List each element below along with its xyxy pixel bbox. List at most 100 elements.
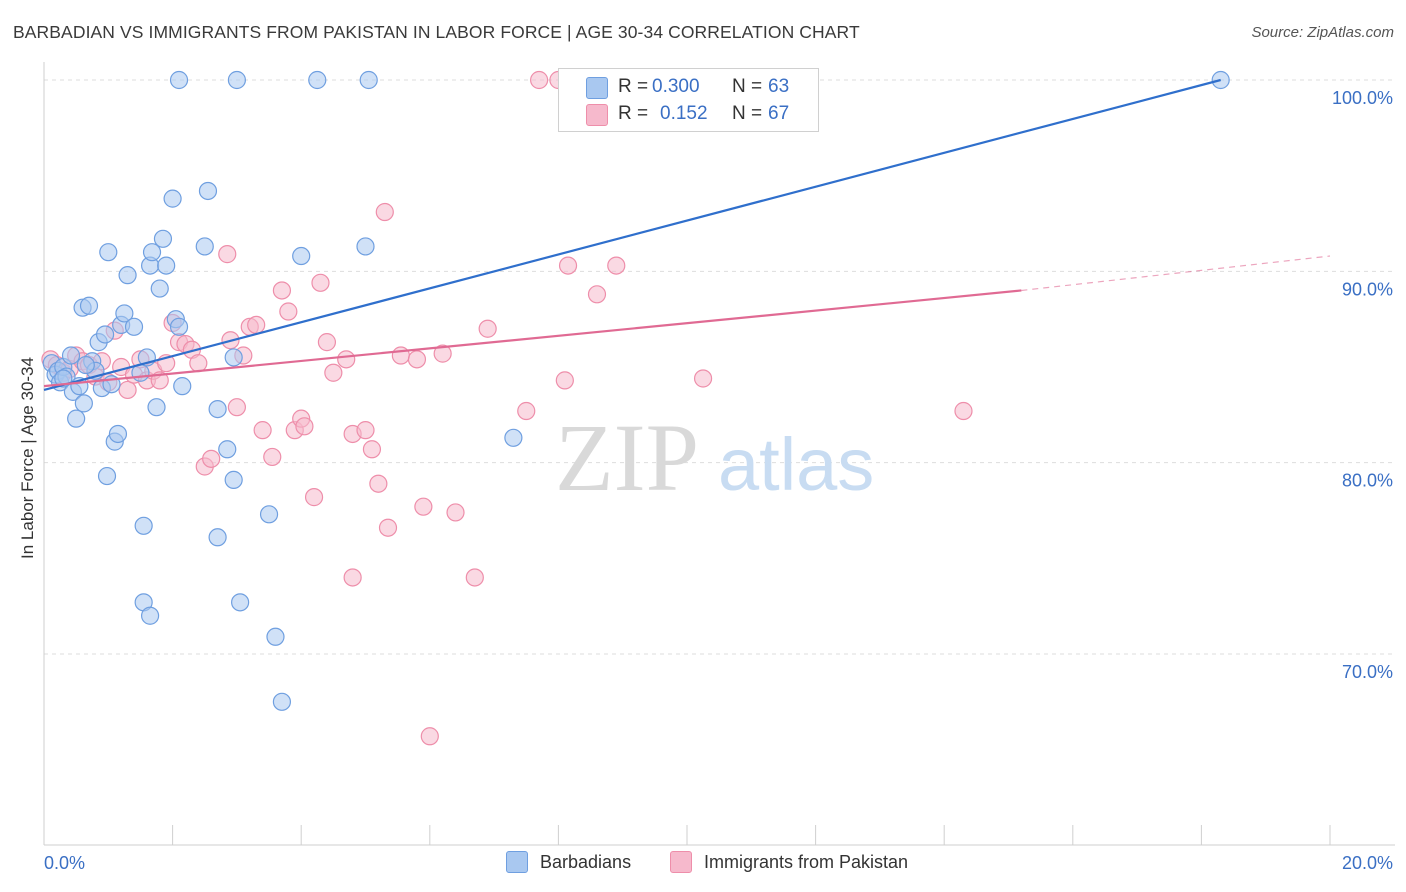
barbadian-point xyxy=(157,256,176,275)
pakistan-point xyxy=(218,245,237,264)
pakistan-point xyxy=(317,333,337,352)
legend-r-label: R = xyxy=(618,75,649,97)
pakistan-point xyxy=(420,727,439,746)
pakistan-point xyxy=(272,281,292,300)
barbadian-point xyxy=(169,70,189,90)
correlation-legend: R = 0.300 N = 63 R = 0.152 N = 67 xyxy=(558,68,819,132)
watermark: ZIP atlas xyxy=(555,404,874,511)
legend-swatch-pink xyxy=(586,104,608,126)
pakistan-point xyxy=(343,568,362,587)
pakistan-point xyxy=(189,354,208,373)
watermark-atlas: atlas xyxy=(718,423,874,506)
barbadian-point xyxy=(359,70,378,90)
x-tick-label: 0.0% xyxy=(44,853,85,873)
barbadian-point xyxy=(169,317,189,336)
axes xyxy=(43,62,1395,846)
series-legend: Barbadians Immigrants from Pakistan xyxy=(0,851,1406,877)
trend-lines xyxy=(43,78,1331,392)
trend-line-pakistan xyxy=(43,289,1022,388)
barbadian-point xyxy=(224,470,243,489)
pakistan-point xyxy=(337,350,356,369)
pakistan-point xyxy=(446,503,465,522)
pakistan-point xyxy=(954,401,973,421)
barbadian-point xyxy=(227,70,246,90)
barbadian-point xyxy=(153,229,173,248)
pakistan-point xyxy=(693,369,713,388)
barbadian-point xyxy=(231,593,250,612)
pakistan-point xyxy=(587,285,607,304)
pakistan-point xyxy=(279,302,298,321)
legend-r-value: 0.300 xyxy=(652,75,700,97)
barbadian-point xyxy=(61,346,81,365)
barbadian-point xyxy=(108,424,128,444)
x-tick-label: 20.0% xyxy=(1342,853,1393,873)
barbadian-point xyxy=(99,243,118,262)
pakistan-point xyxy=(414,497,433,516)
pakistan-point xyxy=(378,518,398,537)
barbadian-point xyxy=(134,516,153,535)
source-label: Source: ZipAtlas.com xyxy=(1251,24,1394,41)
legend-swatch-blue xyxy=(586,77,608,99)
barbadian-point xyxy=(259,505,279,524)
legend-n-label: N = xyxy=(732,102,763,124)
pakistan-point xyxy=(295,417,314,436)
barbadian-point xyxy=(308,70,327,90)
barbadian-point xyxy=(208,399,227,419)
barbadian-point xyxy=(195,237,214,256)
series-barbadians-points xyxy=(42,70,1230,711)
legend-n-value: 67 xyxy=(768,102,790,124)
pakistan-point xyxy=(530,70,549,90)
pakistan-point xyxy=(311,273,330,292)
barbadian-point xyxy=(67,409,86,428)
y-tick-label: 90.0% xyxy=(1342,279,1393,299)
pakistan-point xyxy=(433,344,452,363)
barbadian-point xyxy=(118,266,137,285)
barbadian-point xyxy=(163,189,182,208)
legend-n-value: 63 xyxy=(768,75,790,97)
barbadian-point xyxy=(140,606,160,625)
pakistan-point xyxy=(324,363,343,382)
pakistan-point xyxy=(356,421,375,440)
barbadian-point xyxy=(504,428,523,447)
pakistan-point xyxy=(247,315,266,335)
trend-line-barbadians xyxy=(43,78,1221,392)
pakistan-point xyxy=(253,421,272,440)
barbadian-point xyxy=(97,466,117,486)
barbadian-point xyxy=(292,246,311,266)
barbadian-point xyxy=(218,440,237,459)
legend-row-barbadians: R = 0.300 N = 63 xyxy=(559,73,818,100)
y-axis-label: In Labor Force | Age 30-34 xyxy=(18,357,37,559)
pakistan-point xyxy=(478,319,497,338)
pakistan-point xyxy=(362,440,382,459)
pakistan-point xyxy=(304,488,324,507)
barbadian-point xyxy=(198,181,218,201)
barbadian-point xyxy=(173,377,192,396)
pakistan-point xyxy=(369,474,388,493)
legend-n-label: N = xyxy=(732,75,763,97)
barbadian-point xyxy=(272,692,292,711)
legend-r-label: R = xyxy=(618,102,649,124)
barbadian-point xyxy=(356,237,375,256)
legend-r-value: 0.152 xyxy=(660,102,708,124)
barbadian-point xyxy=(208,528,227,547)
pakistan-point xyxy=(407,350,427,369)
pakistan-point xyxy=(227,398,246,417)
barbadian-point xyxy=(224,348,243,367)
pakistan-point xyxy=(375,202,394,222)
barbadian-point xyxy=(124,317,144,336)
barbadian-point xyxy=(150,279,169,298)
barbadian-point xyxy=(266,627,285,646)
chart-title: BARBADIAN VS IMMIGRANTS FROM PAKISTAN IN… xyxy=(13,22,860,42)
barbadian-point xyxy=(115,304,134,323)
pakistan-point xyxy=(517,401,536,421)
y-tick-label: 100.0% xyxy=(1332,88,1393,108)
legend-item-barbadians: Barbadians xyxy=(506,851,631,873)
legend-label-pakistan: Immigrants from Pakistan xyxy=(704,851,909,872)
barbadian-point xyxy=(79,296,99,315)
legend-label-barbadians: Barbadians xyxy=(540,851,632,872)
barbadian-point xyxy=(95,325,115,344)
y-tick-label: 80.0% xyxy=(1342,471,1393,491)
legend-row-pakistan: R = 0.152 N = 67 xyxy=(559,100,818,127)
pakistan-point xyxy=(558,256,578,275)
